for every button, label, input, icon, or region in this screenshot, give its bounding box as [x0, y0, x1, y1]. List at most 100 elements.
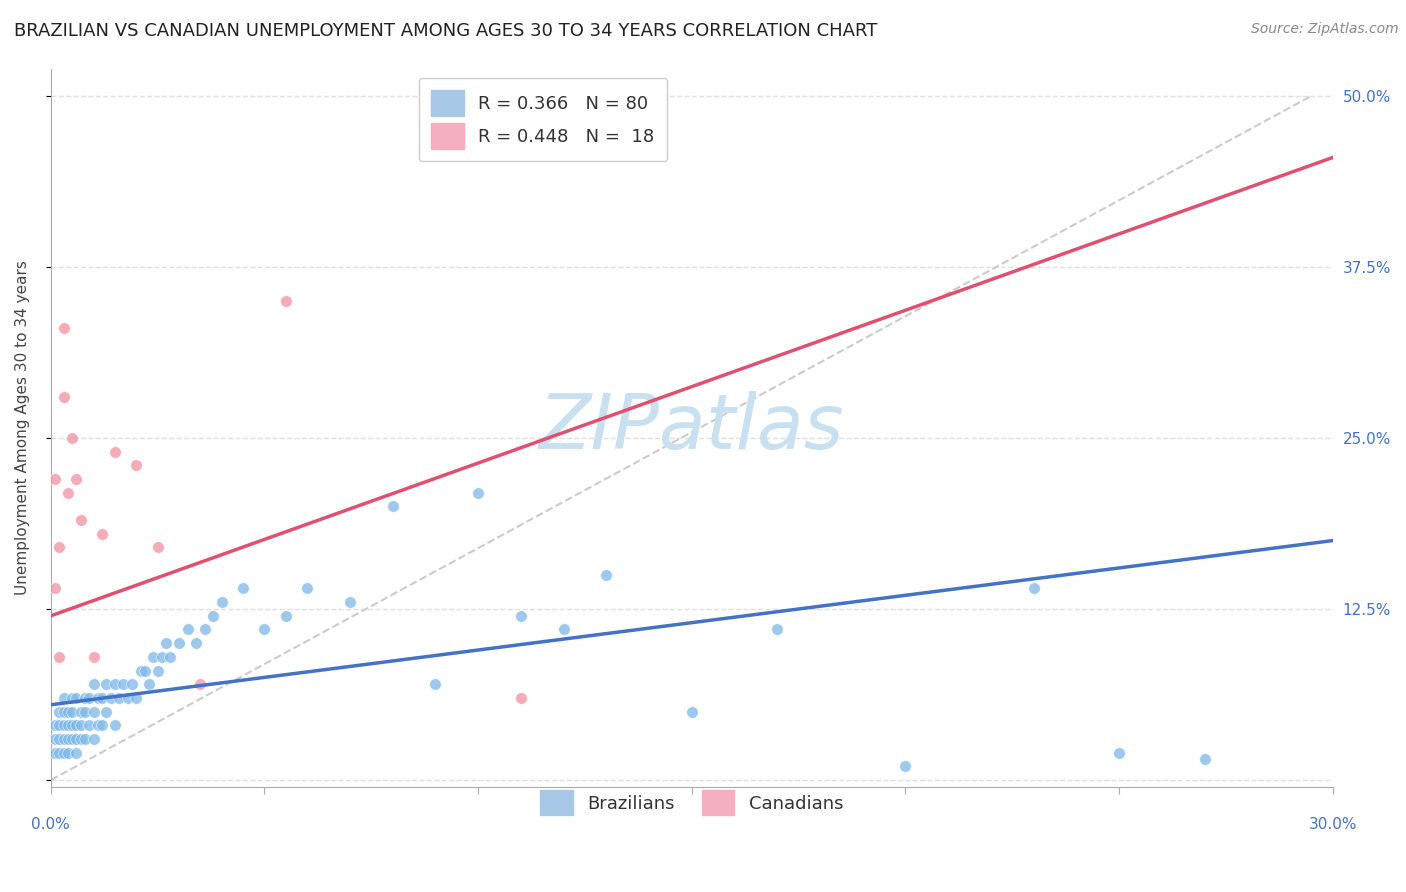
Point — [65, 718, 87, 732]
Point — [112, 677, 135, 691]
Point — [146, 541, 169, 555]
Point — [60, 718, 83, 732]
Point — [60, 431, 83, 445]
Point — [73, 690, 96, 705]
Point — [553, 623, 575, 637]
Point — [65, 746, 87, 760]
Point — [65, 731, 87, 746]
Point — [467, 485, 489, 500]
Point — [52, 321, 75, 335]
Point — [73, 731, 96, 746]
Point — [52, 718, 75, 732]
Point — [48, 649, 70, 664]
Point — [274, 294, 297, 309]
Point — [56, 485, 79, 500]
Point — [69, 718, 91, 732]
Point — [121, 677, 143, 691]
Point — [56, 731, 79, 746]
Point — [52, 690, 75, 705]
Point — [297, 582, 319, 596]
Point — [56, 746, 79, 760]
Point — [87, 718, 110, 732]
Point — [52, 390, 75, 404]
Text: BRAZILIAN VS CANADIAN UNEMPLOYMENT AMONG AGES 30 TO 34 YEARS CORRELATION CHART: BRAZILIAN VS CANADIAN UNEMPLOYMENT AMONG… — [14, 22, 877, 40]
Point — [184, 636, 207, 650]
Point — [211, 595, 233, 609]
Point — [87, 690, 110, 705]
Point — [96, 705, 118, 719]
Point — [150, 649, 173, 664]
Point — [125, 690, 148, 705]
Point — [190, 677, 212, 691]
Point — [69, 731, 91, 746]
Point — [232, 582, 254, 596]
Point — [60, 690, 83, 705]
Text: 0.0%: 0.0% — [31, 817, 70, 832]
Point — [108, 690, 131, 705]
Point — [425, 677, 447, 691]
Point — [146, 664, 169, 678]
Point — [69, 513, 91, 527]
Point — [60, 705, 83, 719]
Point — [44, 472, 66, 486]
Point — [52, 746, 75, 760]
Point — [766, 623, 789, 637]
Point — [73, 705, 96, 719]
Point — [96, 677, 118, 691]
Point — [48, 541, 70, 555]
Point — [176, 623, 198, 637]
Point — [104, 718, 127, 732]
Point — [69, 705, 91, 719]
Point — [1194, 752, 1216, 766]
Point — [117, 690, 139, 705]
Point — [48, 718, 70, 732]
Point — [381, 500, 404, 514]
Point — [44, 582, 66, 596]
Point — [129, 664, 152, 678]
Legend: Brazilians, Canadians: Brazilians, Canadians — [527, 777, 856, 828]
Point — [681, 705, 703, 719]
Point — [83, 677, 105, 691]
Point — [44, 731, 66, 746]
Point — [104, 444, 127, 458]
Point — [1108, 746, 1130, 760]
Point — [44, 746, 66, 760]
Point — [167, 636, 190, 650]
Point — [60, 731, 83, 746]
Point — [91, 526, 114, 541]
Point — [194, 623, 217, 637]
Text: ZIPatlas: ZIPatlas — [538, 391, 845, 465]
Point — [138, 677, 160, 691]
Point — [48, 731, 70, 746]
Point — [48, 746, 70, 760]
Point — [142, 649, 165, 664]
Point — [155, 636, 177, 650]
Point — [134, 664, 156, 678]
Point — [79, 690, 101, 705]
Point — [339, 595, 361, 609]
Point — [79, 718, 101, 732]
Point — [65, 472, 87, 486]
Point — [44, 718, 66, 732]
Text: 30.0%: 30.0% — [1309, 817, 1357, 832]
Point — [83, 649, 105, 664]
Point — [52, 731, 75, 746]
Point — [1022, 582, 1045, 596]
Y-axis label: Unemployment Among Ages 30 to 34 years: Unemployment Among Ages 30 to 34 years — [15, 260, 30, 595]
Point — [65, 690, 87, 705]
Point — [104, 677, 127, 691]
Point — [48, 705, 70, 719]
Point — [595, 567, 617, 582]
Point — [100, 690, 122, 705]
Point — [56, 718, 79, 732]
Text: Source: ZipAtlas.com: Source: ZipAtlas.com — [1251, 22, 1399, 37]
Point — [509, 608, 531, 623]
Point — [125, 458, 148, 473]
Point — [253, 623, 276, 637]
Point — [56, 705, 79, 719]
Point — [52, 705, 75, 719]
Point — [894, 759, 917, 773]
Point — [159, 649, 181, 664]
Point — [83, 705, 105, 719]
Point — [202, 608, 225, 623]
